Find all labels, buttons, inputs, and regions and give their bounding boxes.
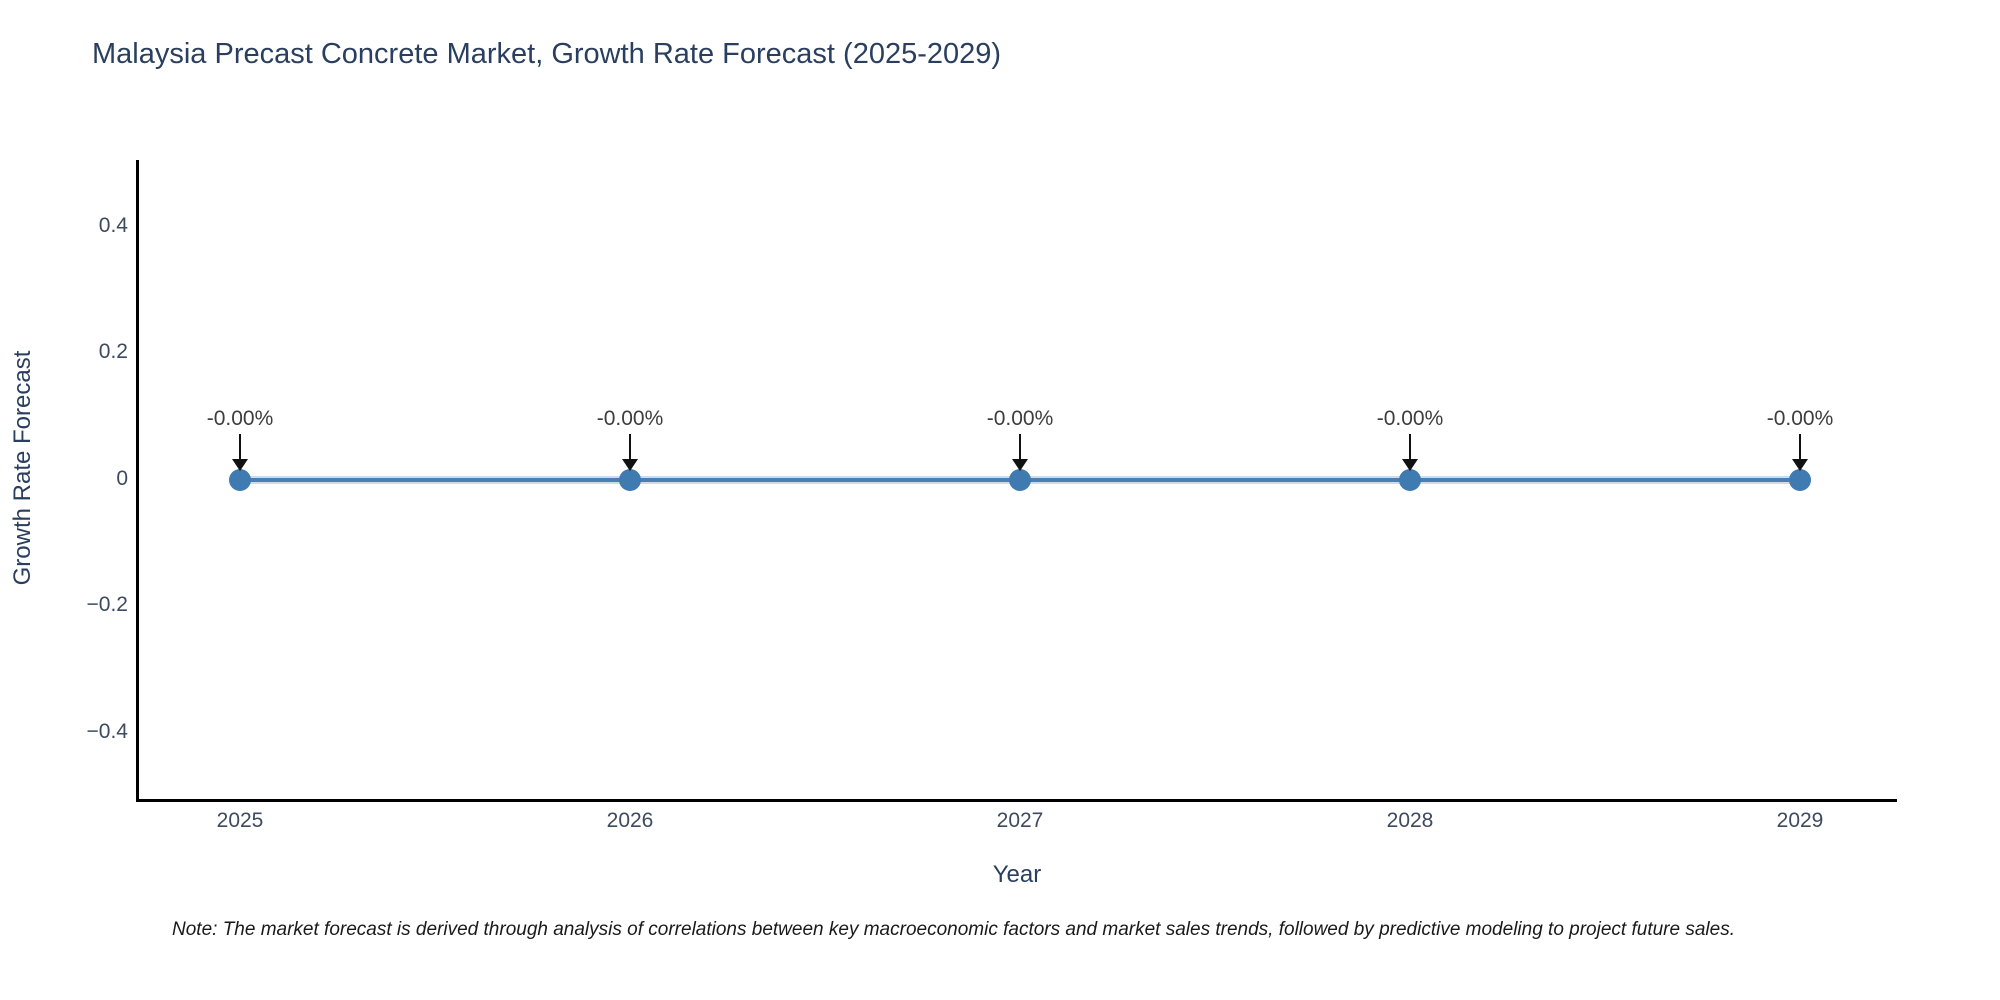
annotation-arrow-shaft-2026 — [629, 434, 631, 460]
y-tick--0.2: −0.2 — [86, 593, 128, 616]
x-tick-2027: 2027 — [996, 809, 1044, 832]
annotation-arrow-shaft-2029 — [1799, 434, 1801, 460]
y-axis-line — [136, 160, 139, 802]
y-tick-0.4: 0.4 — [98, 214, 128, 237]
annotation-label-2027: -0.00% — [986, 407, 1054, 430]
annotation-arrow-head-icon — [232, 459, 248, 471]
annotation-label-2025: -0.00% — [206, 407, 274, 430]
y-axis-title: Growth Rate Forecast — [9, 350, 36, 586]
annotation-arrow-head-icon — [622, 459, 638, 471]
y-tick--0.4: −0.4 — [86, 720, 128, 743]
y-tick-0: 0 — [116, 467, 128, 490]
x-tick-2028: 2028 — [1386, 809, 1434, 832]
annotation-arrow-shaft-2028 — [1409, 434, 1411, 460]
data-point-2026[interactable] — [619, 469, 641, 491]
y-tick-0.2: 0.2 — [98, 340, 128, 363]
data-point-2029[interactable] — [1789, 469, 1811, 491]
annotation-arrow-head-icon — [1792, 459, 1808, 471]
annotation-label-2026: -0.00% — [596, 407, 664, 430]
annotation-arrow-head-icon — [1402, 459, 1418, 471]
annotation-arrow-shaft-2027 — [1019, 434, 1021, 460]
x-tick-2026: 2026 — [606, 809, 654, 832]
x-tick-2029: 2029 — [1776, 809, 1824, 832]
x-axis-line — [136, 799, 1897, 802]
data-point-2025[interactable] — [229, 469, 251, 491]
data-point-2028[interactable] — [1399, 469, 1421, 491]
footnote: Note: The market forecast is derived thr… — [172, 919, 1735, 940]
x-axis-title: Year — [992, 861, 1042, 888]
data-point-2027[interactable] — [1009, 469, 1031, 491]
annotation-label-2028: -0.00% — [1376, 407, 1444, 430]
chart-title: Malaysia Precast Concrete Market, Growth… — [92, 38, 1002, 70]
annotation-arrow-head-icon — [1012, 459, 1028, 471]
x-tick-2025: 2025 — [216, 809, 264, 832]
annotation-label-2029: -0.00% — [1766, 407, 1834, 430]
annotation-arrow-shaft-2025 — [239, 434, 241, 460]
